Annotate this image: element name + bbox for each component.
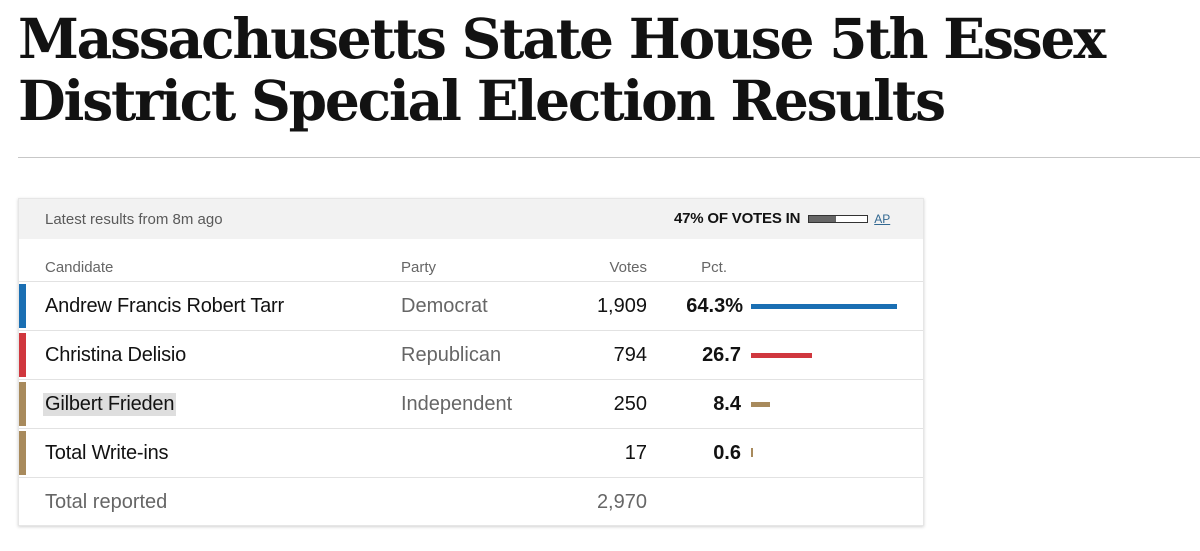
total-reported-label: Total reported [45, 491, 168, 513]
candidate-party: Democrat [401, 295, 488, 317]
page-title: Massachusetts State House 5th Essex Dist… [18, 6, 1106, 133]
candidate-name: Total Write-ins [45, 442, 169, 464]
party-color-swatch [19, 382, 26, 426]
candidate-pct: 0.6 [713, 442, 741, 464]
source-link[interactable]: AP [874, 211, 891, 226]
total-reported-votes: 2,970 [596, 491, 647, 513]
candidate-name: Christina Delisio [45, 344, 187, 366]
party-color-swatch [19, 333, 26, 377]
results-table: Latest results from 8m ago 47% OF VOTES … [18, 198, 924, 526]
candidate-votes: 1,909 [596, 295, 647, 317]
column-header-votes: Votes [609, 259, 647, 276]
table-row: Total Write-ins 17 0.6 [19, 428, 923, 477]
party-color-swatch [19, 431, 26, 475]
pct-bar [751, 304, 897, 309]
last-updated-text: Latest results from 8m ago [45, 211, 223, 228]
column-header-candidate: Candidate [45, 259, 114, 276]
table-row: Andrew Francis Robert Tarr Democrat 1,90… [19, 281, 923, 330]
candidate-name: Gilbert Frieden [43, 393, 177, 416]
candidate-votes: 794 [613, 344, 647, 366]
pct-bar [751, 353, 812, 358]
votes-in-label: 47% OF VOTES IN [674, 210, 801, 227]
results-header-bar: Latest results from 8m ago 47% OF VOTES … [19, 199, 923, 239]
pct-bar [751, 402, 770, 407]
candidate-party: Republican [401, 344, 502, 366]
total-row: Total reported 2,970 [19, 477, 923, 526]
reporting-status: 47% OF VOTES IN AP [674, 210, 890, 227]
votes-in-progress-bar [808, 214, 869, 223]
candidate-pct: 64.3% [686, 295, 743, 317]
title-divider [18, 157, 1200, 158]
candidate-pct: 8.4 [713, 393, 741, 415]
column-header-party: Party [401, 259, 437, 276]
table-row: Gilbert Frieden Independent 250 8.4 [19, 379, 923, 428]
candidate-name: Andrew Francis Robert Tarr [45, 295, 284, 317]
party-color-swatch [19, 284, 26, 328]
candidate-party: Independent [401, 393, 513, 415]
table-row: Christina Delisio Republican 794 26.7 [19, 330, 923, 379]
candidate-pct: 26.7 [702, 344, 741, 366]
column-header-pct: Pct. [701, 259, 727, 276]
candidate-votes: 250 [613, 393, 647, 415]
candidate-votes: 17 [624, 442, 647, 464]
votes-in-progress-fill [809, 215, 837, 222]
pct-bar [751, 448, 753, 457]
